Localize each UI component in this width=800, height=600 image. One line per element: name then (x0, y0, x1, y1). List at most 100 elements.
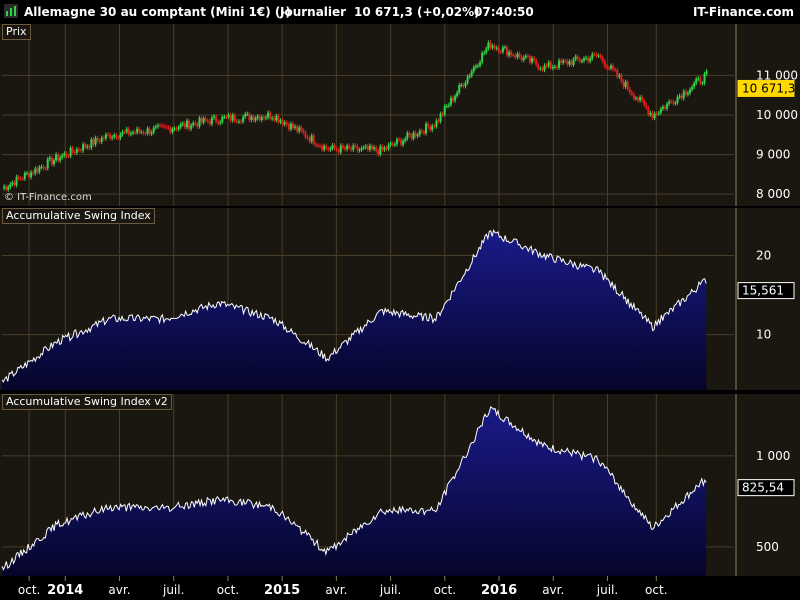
candle-body (283, 122, 286, 125)
candle-body (82, 144, 85, 151)
panel-separator (0, 206, 800, 208)
candle-body (664, 106, 667, 109)
candle-body (653, 113, 656, 119)
candle-body (48, 157, 51, 160)
candle-body (52, 160, 55, 165)
candle-body (429, 126, 432, 131)
x-tick-label: avr. (542, 583, 564, 597)
candle-body (9, 184, 12, 188)
candle-body (587, 57, 590, 62)
candle-body (196, 123, 199, 127)
candle-body (308, 137, 311, 142)
candle-body (59, 157, 62, 161)
candle-body (200, 118, 203, 123)
candle-body (152, 127, 155, 133)
candle-body (485, 48, 488, 53)
candle-body (107, 134, 110, 136)
candle-body (676, 96, 679, 103)
candle-body (499, 51, 502, 53)
candle-body (346, 145, 349, 150)
asi-y-tick-label: 10 (756, 328, 771, 342)
candle-body (252, 116, 255, 121)
period-label: Journalier (280, 5, 347, 19)
candle-body (666, 103, 669, 109)
candle-body (514, 55, 517, 58)
x-tick-label: juil. (596, 583, 618, 597)
candle-body (98, 140, 101, 142)
candle-body (21, 178, 24, 180)
candle-body (233, 114, 236, 121)
price-y-tick-label: 8 000 (756, 187, 790, 201)
candle-body (3, 186, 6, 189)
candle-body (254, 118, 257, 121)
candle-body (92, 139, 95, 145)
candle-body (267, 112, 270, 118)
candle-body (206, 120, 209, 122)
candle-body (518, 53, 521, 57)
candle-body (188, 120, 191, 129)
candle-body (291, 123, 294, 128)
candle-body (42, 166, 45, 169)
candle-body (524, 55, 527, 58)
candle-body (614, 69, 617, 71)
candle-body (381, 146, 384, 150)
candle-body (314, 144, 317, 146)
candle-body (281, 120, 284, 125)
time-label: 07:40:50 (474, 5, 534, 19)
candle-body (229, 114, 232, 121)
candle-body (549, 62, 552, 69)
candle-body (437, 120, 440, 122)
candle-body (601, 57, 604, 62)
candle-body (285, 122, 288, 125)
candle-body (481, 53, 484, 63)
candle-body (34, 168, 37, 174)
x-tick-label: juil. (379, 583, 401, 597)
candle-body (591, 54, 594, 59)
candle-body (493, 45, 496, 49)
candle-body (624, 81, 627, 87)
candle-body (659, 108, 662, 113)
candle-body (177, 127, 180, 130)
candle-body (131, 132, 134, 134)
candle-body (13, 182, 16, 186)
candle-body (597, 55, 600, 57)
candle-body (678, 95, 681, 97)
candle-body (391, 143, 394, 145)
candle-body (67, 156, 70, 158)
candle-body (682, 91, 685, 99)
candle-body (576, 56, 579, 60)
candle-body (154, 126, 157, 128)
candle-body (94, 137, 97, 145)
candle-body (562, 60, 565, 63)
candle-body (406, 132, 409, 139)
candle-body (483, 52, 486, 54)
asi2-y-tick-label: 1 000 (756, 449, 790, 463)
panel-separator (0, 576, 800, 578)
candle-body (364, 146, 367, 148)
candle-body (464, 82, 467, 87)
candle-body (127, 128, 130, 135)
candle-body (645, 104, 648, 108)
candle-body (163, 125, 166, 127)
candle-body (462, 84, 465, 87)
price-last-value-badge (737, 79, 795, 97)
candle-body (497, 47, 500, 52)
candle-body (445, 105, 448, 107)
candle-body (11, 182, 14, 185)
candle-body (7, 187, 10, 190)
candle-body (564, 60, 567, 62)
candle-body (225, 116, 228, 118)
candle-body (256, 116, 259, 119)
price-y-tick-label: 11 000 (756, 68, 798, 82)
candle-body (40, 166, 43, 168)
chart-app-icon (4, 4, 18, 18)
candle-body (262, 117, 265, 119)
candle-body (117, 137, 120, 139)
candle-body (356, 146, 359, 151)
candle-body (472, 67, 475, 72)
candle-body (408, 132, 411, 135)
candle-body (123, 131, 126, 133)
candle-body (370, 145, 373, 150)
candle-body (362, 147, 365, 149)
